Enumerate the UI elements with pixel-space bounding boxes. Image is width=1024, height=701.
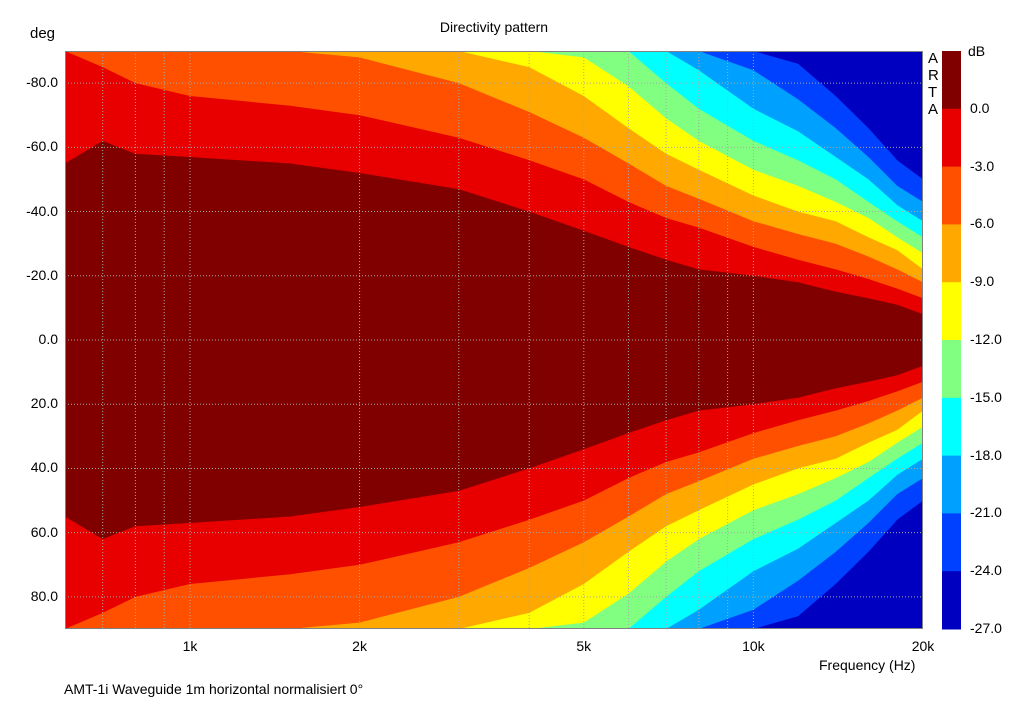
watermark-letter: T bbox=[928, 84, 938, 101]
y-tick-label: 40.0 bbox=[30, 459, 58, 476]
colorbar-swatch bbox=[942, 224, 961, 283]
watermark-letter: A bbox=[928, 50, 939, 67]
colorbar-tick-label: -24.0 bbox=[970, 562, 1002, 579]
y-tick-label: -80.0 bbox=[26, 74, 58, 91]
colorbar-swatch bbox=[942, 455, 961, 514]
plot-frame bbox=[65, 51, 923, 629]
watermark-letter: R bbox=[928, 67, 939, 84]
x-axis-label: Frequency (Hz) bbox=[819, 657, 916, 673]
y-tick-label: 60.0 bbox=[30, 523, 58, 540]
colorbar bbox=[942, 51, 961, 630]
colorbar-tick-label: -12.0 bbox=[970, 331, 1002, 347]
y-tick-label: -20.0 bbox=[26, 266, 58, 283]
colorbar-swatch bbox=[942, 51, 961, 110]
y-tick-label: 20.0 bbox=[30, 395, 58, 412]
colorbar-tick-label: -27.0 bbox=[970, 620, 1002, 636]
colorbar-tick-label: -18.0 bbox=[970, 446, 1002, 463]
colorbar-swatch bbox=[942, 166, 961, 225]
x-tick-label: 5k bbox=[576, 638, 592, 654]
x-tick-label: 1k bbox=[182, 638, 198, 654]
watermark-letter: A bbox=[928, 101, 939, 118]
colorbar-label: dB bbox=[968, 43, 986, 59]
colorbar-tick-label: -21.0 bbox=[970, 504, 1002, 521]
colorbar-swatch bbox=[942, 513, 961, 572]
x-tick-label: 2k bbox=[352, 638, 367, 654]
colorbar-swatch bbox=[942, 340, 961, 399]
colorbar-tick-label: -3.0 bbox=[970, 157, 995, 174]
colorbar-swatch bbox=[942, 571, 961, 630]
y-tick-label: 80.0 bbox=[30, 587, 58, 604]
colorbar-tick-label: -9.0 bbox=[970, 273, 995, 290]
colorbar-tick-label: -6.0 bbox=[970, 215, 995, 232]
y-tick-label: -60.0 bbox=[26, 138, 58, 155]
colorbar-swatch bbox=[942, 397, 961, 457]
x-tick-label: 10k bbox=[742, 638, 765, 654]
y-tick-label: 0.0 bbox=[38, 331, 58, 347]
footer-caption: AMT-1i Waveguide 1m horizontal normalisi… bbox=[64, 681, 364, 697]
x-tick-label: 20k bbox=[911, 638, 935, 654]
y-axis-label: deg bbox=[30, 25, 56, 42]
colorbar-swatch bbox=[942, 108, 961, 168]
y-tick-label: -40.0 bbox=[26, 202, 58, 219]
chart-title: Directivity pattern bbox=[439, 19, 549, 35]
colorbar-tick-label: 0.0 bbox=[970, 99, 990, 116]
plot-area bbox=[65, 51, 923, 629]
grid bbox=[65, 51, 923, 629]
colorbar-swatch bbox=[942, 282, 961, 341]
colorbar-tick-label: -15.0 bbox=[970, 388, 1002, 405]
